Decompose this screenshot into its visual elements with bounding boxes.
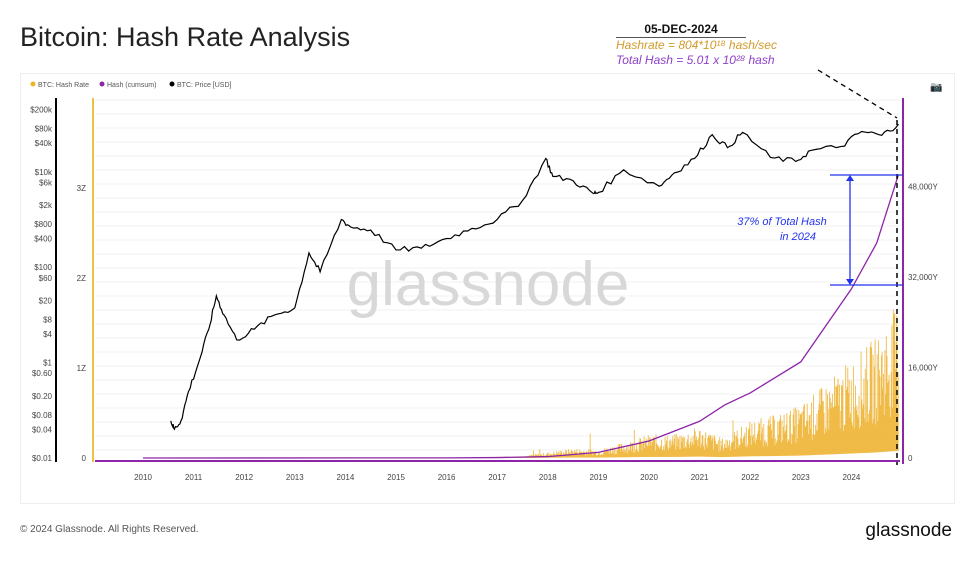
price-tick: $100 xyxy=(34,263,52,272)
x-tick: 2020 xyxy=(640,473,658,482)
price-tick: $200k xyxy=(30,106,53,115)
copyright: © 2024 Glassnode. All Rights Reserved. xyxy=(20,524,199,535)
annotation: 05-DEC-2024 Hashrate = 804*10¹⁸ hash/sec… xyxy=(616,22,777,68)
page-title: Bitcoin: Hash Rate Analysis xyxy=(20,22,351,52)
x-tick: 2014 xyxy=(337,473,355,482)
legend-label: Hash (cumsum) xyxy=(107,82,156,89)
cumsum-tick: 48,000Y xyxy=(908,183,938,192)
price-tick: $6k xyxy=(39,178,53,187)
range-note: 37% of Total Hash xyxy=(737,216,826,228)
annotation-hashrate: Hashrate = 804*10¹⁸ hash/sec xyxy=(616,38,777,52)
legend-label: BTC: Price [USD] xyxy=(177,82,232,89)
price-tick: $20 xyxy=(39,297,53,306)
hashrate-tick: 2Z xyxy=(77,274,86,283)
watermark: glassnode xyxy=(347,250,630,319)
hashrate-tick: 0 xyxy=(82,454,87,463)
price-tick: $800 xyxy=(34,220,52,229)
cumsum-tick: 0 xyxy=(908,454,913,463)
price-tick: $4 xyxy=(43,330,52,339)
price-tick: $0.20 xyxy=(32,392,53,401)
legend-dot xyxy=(169,81,175,87)
x-tick: 2021 xyxy=(691,473,709,482)
price-tick: $400 xyxy=(34,234,52,243)
chart-card xyxy=(20,73,955,504)
legend-dot xyxy=(99,81,105,87)
x-tick: 2019 xyxy=(590,473,608,482)
x-tick: 2010 xyxy=(134,473,152,482)
cumsum-line xyxy=(142,174,900,459)
annotation-total-hash: Total Hash = 5.01 x 10²⁸ hash xyxy=(616,53,775,67)
hashrate-tick: 1Z xyxy=(77,364,86,373)
price-line xyxy=(170,123,899,431)
camera-icon: 📷 xyxy=(930,82,942,93)
price-tick: $0.60 xyxy=(32,369,53,378)
price-tick: $0.08 xyxy=(32,411,53,420)
price-tick: $0.04 xyxy=(32,425,53,434)
x-tick: 2018 xyxy=(539,473,557,482)
price-tick: $40k xyxy=(35,139,53,148)
range-note: in 2024 xyxy=(780,231,816,243)
hashrate-tick: 3Z xyxy=(77,184,86,193)
x-tick: 2011 xyxy=(185,473,203,482)
arrow-up-icon xyxy=(846,175,854,181)
x-tick: 2023 xyxy=(792,473,810,482)
price-tick: $10k xyxy=(35,168,53,177)
arrow-down-icon xyxy=(846,279,854,285)
brand-logo: glassnode xyxy=(865,520,952,541)
price-tick: $80k xyxy=(35,125,53,134)
x-tick: 2016 xyxy=(438,473,456,482)
x-tick: 2012 xyxy=(235,473,253,482)
date-pointer-line xyxy=(817,69,898,119)
x-tick: 2017 xyxy=(488,473,506,482)
legend-label: BTC: Hash Rate xyxy=(38,82,89,89)
price-tick: $2k xyxy=(39,201,53,210)
legend-dot xyxy=(30,81,36,87)
price-tick: $0.01 xyxy=(32,454,53,463)
price-tick: $1 xyxy=(43,359,52,368)
x-tick: 2015 xyxy=(387,473,405,482)
x-tick: 2024 xyxy=(843,473,861,482)
annotation-date: 05-DEC-2024 xyxy=(616,22,746,38)
x-tick: 2022 xyxy=(741,473,759,482)
cumsum-tick: 16,000Y xyxy=(908,364,938,373)
price-tick: $60 xyxy=(39,274,53,283)
price-tick: $8 xyxy=(43,316,52,325)
x-tick: 2013 xyxy=(286,473,304,482)
cumsum-tick: 32,000Y xyxy=(908,273,938,282)
